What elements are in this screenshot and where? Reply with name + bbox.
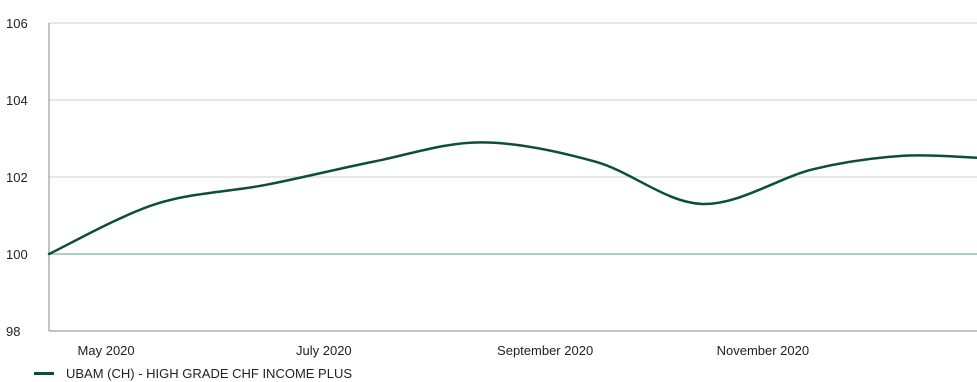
grid-lines — [49, 22, 977, 255]
x-tick-label: November 2020 — [717, 343, 810, 358]
y-tick-label: 106 — [6, 16, 28, 31]
axes — [48, 23, 977, 332]
x-tick-label: September 2020 — [497, 343, 593, 358]
series-lines — [47, 141, 977, 256]
y-tick-labels: 98 100 102 104 106 — [6, 16, 28, 339]
legend-swatch — [34, 372, 54, 375]
x-tick-label: July 2020 — [296, 343, 352, 358]
y-tick-label: 98 — [6, 324, 20, 339]
legend-label: UBAM (CH) - HIGH GRADE CHF INCOME PLUS — [66, 366, 353, 381]
legend: UBAM (CH) - HIGH GRADE CHF INCOME PLUS — [34, 366, 352, 381]
x-tick-label: May 2020 — [78, 343, 135, 358]
series-line — [47, 141, 977, 256]
y-tick-label: 104 — [6, 93, 28, 108]
y-tick-label: 102 — [6, 170, 28, 185]
x-tick-labels: May 2020 July 2020 September 2020 November … — [78, 343, 810, 358]
y-tick-label: 100 — [6, 247, 28, 262]
